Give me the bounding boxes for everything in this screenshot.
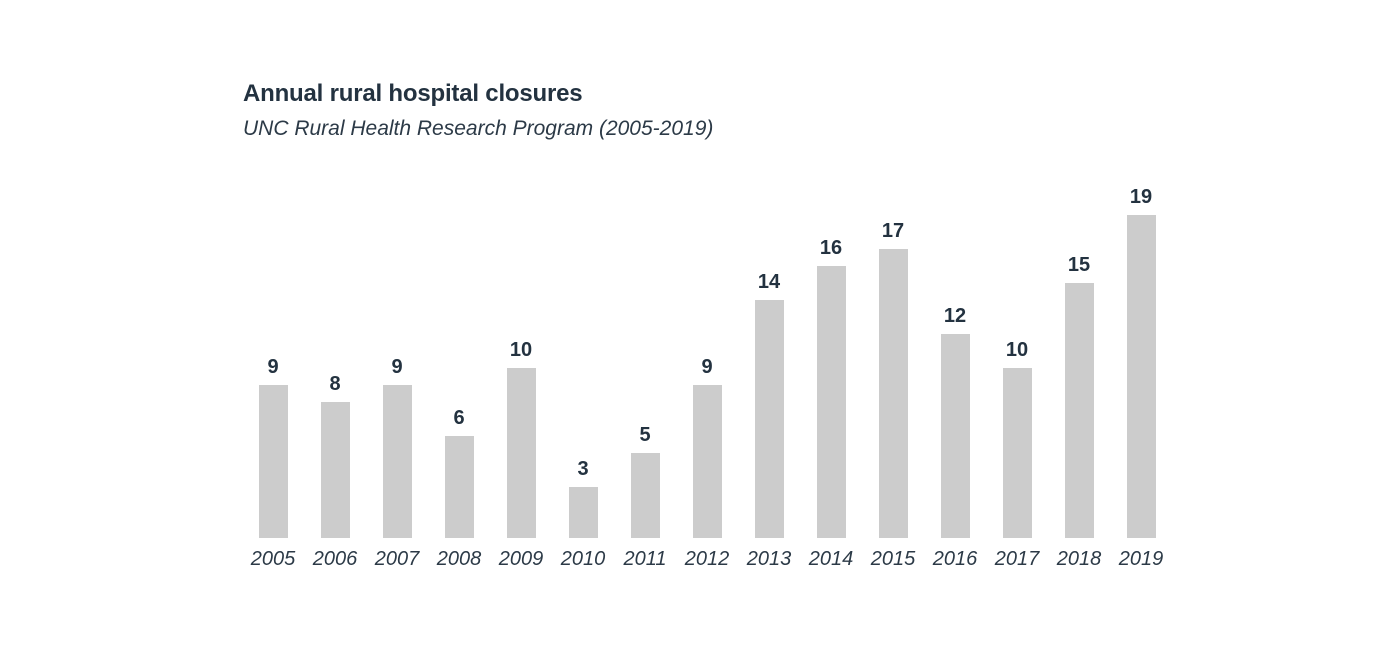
- bar: [506, 368, 536, 538]
- bar-column: 12 2016: [924, 150, 986, 570]
- bar-value-label: 15: [1067, 254, 1091, 276]
- year-label: 2015: [870, 548, 916, 570]
- bar-column: 9 2007: [366, 150, 428, 570]
- bar-column: 17 2015: [862, 150, 924, 570]
- bar-value-label: 17: [881, 220, 905, 242]
- bar: [692, 385, 722, 538]
- bar-column: 5 2011: [614, 150, 676, 570]
- year-label: 2007: [374, 548, 420, 570]
- year-label: 2012: [684, 548, 730, 570]
- year-label: 2013: [746, 548, 792, 570]
- bar-value-label: 9: [391, 356, 403, 378]
- bar-value-label: 8: [329, 373, 341, 395]
- bar: [568, 487, 598, 538]
- bar-value-label: 6: [453, 407, 465, 429]
- year-label: 2005: [250, 548, 296, 570]
- year-label: 2018: [1056, 548, 1102, 570]
- bar-column: 19 2019: [1110, 150, 1172, 570]
- bar-value-label: 14: [757, 271, 781, 293]
- bar-value-label: 19: [1129, 186, 1153, 208]
- bar-value-label: 12: [943, 305, 967, 327]
- bar: [444, 436, 474, 538]
- bar: [258, 385, 288, 538]
- chart-subtitle: UNC Rural Health Research Program (2005-…: [243, 116, 714, 140]
- bar: [382, 385, 412, 538]
- bar-value-label: 10: [1005, 339, 1029, 361]
- bar: [320, 402, 350, 538]
- bar-column: 9 2012: [676, 150, 738, 570]
- year-label: 2010: [560, 548, 606, 570]
- bar: [878, 249, 908, 538]
- bar: [754, 300, 784, 538]
- bar-column: 15 2018: [1048, 150, 1110, 570]
- chart-header: Annual rural hospital closures UNC Rural…: [243, 80, 713, 141]
- bar-column: 9 2005: [242, 150, 304, 570]
- bar: [816, 266, 846, 538]
- chart-title: Annual rural hospital closures: [243, 80, 583, 107]
- bar-value-label: 16: [819, 237, 843, 259]
- bar-column: 3 2010: [552, 150, 614, 570]
- bar-value-label: 10: [509, 339, 533, 361]
- bar-column: 16 2014: [800, 150, 862, 570]
- bar: [1064, 283, 1094, 538]
- bar-column: 10 2017: [986, 150, 1048, 570]
- bar-chart: 9 2005 8 2006 9 2007 6 2008 10 2009 3 2010 5 2011 9 201…: [242, 150, 1172, 570]
- year-label: 2017: [994, 548, 1040, 570]
- year-label: 2009: [498, 548, 544, 570]
- bar-value-label: 9: [701, 356, 713, 378]
- bar-column: 14 2013: [738, 150, 800, 570]
- year-label: 2006: [312, 548, 358, 570]
- year-label: 2016: [932, 548, 978, 570]
- bar: [940, 334, 970, 538]
- bar: [1126, 215, 1156, 538]
- bar-value-label: 5: [639, 424, 651, 446]
- bar-column: 6 2008: [428, 150, 490, 570]
- year-label: 2008: [436, 548, 482, 570]
- year-label: 2019: [1118, 548, 1164, 570]
- bar-value-label: 9: [267, 356, 279, 378]
- year-label: 2014: [808, 548, 854, 570]
- bar-column: 8 2006: [304, 150, 366, 570]
- bar: [1002, 368, 1032, 538]
- bar: [630, 453, 660, 538]
- bar-value-label: 3: [577, 458, 589, 480]
- bar-column: 10 2009: [490, 150, 552, 570]
- year-label: 2011: [623, 548, 667, 570]
